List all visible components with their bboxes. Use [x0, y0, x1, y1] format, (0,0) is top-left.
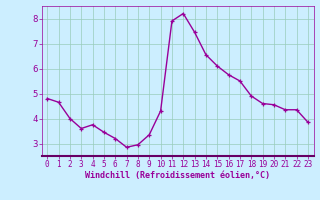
- X-axis label: Windchill (Refroidissement éolien,°C): Windchill (Refroidissement éolien,°C): [85, 171, 270, 180]
